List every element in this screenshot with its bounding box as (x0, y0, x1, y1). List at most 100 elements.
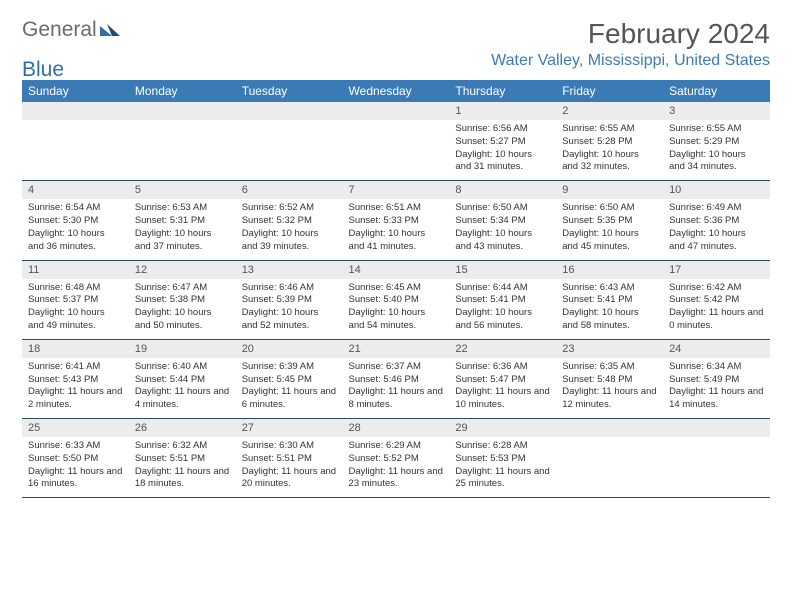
day-number: 21 (343, 340, 450, 358)
day-number: 19 (129, 340, 236, 358)
day-number: 29 (449, 419, 556, 437)
day-detail: Sunrise: 6:51 AMSunset: 5:33 PMDaylight:… (343, 199, 450, 259)
weekday-header: Friday (556, 80, 663, 102)
calendar-empty (22, 102, 129, 181)
day-detail: Sunrise: 6:40 AMSunset: 5:44 PMDaylight:… (129, 358, 236, 418)
day-number: 10 (663, 181, 770, 199)
day-number-empty (236, 102, 343, 120)
day-detail: Sunrise: 6:48 AMSunset: 5:37 PMDaylight:… (22, 279, 129, 339)
calendar-day: 18Sunrise: 6:41 AMSunset: 5:43 PMDayligh… (22, 339, 129, 418)
day-number: 4 (22, 181, 129, 199)
brand-part2: Blue (22, 58, 64, 82)
day-number: 2 (556, 102, 663, 120)
day-detail: Sunrise: 6:32 AMSunset: 5:51 PMDaylight:… (129, 437, 236, 497)
calendar-empty (556, 419, 663, 498)
calendar-empty (129, 102, 236, 181)
day-detail: Sunrise: 6:33 AMSunset: 5:50 PMDaylight:… (22, 437, 129, 497)
day-detail-empty (236, 120, 343, 167)
day-detail: Sunrise: 6:56 AMSunset: 5:27 PMDaylight:… (449, 120, 556, 180)
calendar-day: 12Sunrise: 6:47 AMSunset: 5:38 PMDayligh… (129, 260, 236, 339)
day-number: 25 (22, 419, 129, 437)
calendar-day: 15Sunrise: 6:44 AMSunset: 5:41 PMDayligh… (449, 260, 556, 339)
calendar-day: 5Sunrise: 6:53 AMSunset: 5:31 PMDaylight… (129, 181, 236, 260)
calendar-day: 16Sunrise: 6:43 AMSunset: 5:41 PMDayligh… (556, 260, 663, 339)
calendar-empty (663, 419, 770, 498)
calendar-day: 28Sunrise: 6:29 AMSunset: 5:52 PMDayligh… (343, 419, 450, 498)
day-detail: Sunrise: 6:30 AMSunset: 5:51 PMDaylight:… (236, 437, 343, 497)
day-detail-empty (663, 437, 770, 484)
day-number: 16 (556, 261, 663, 279)
calendar-day: 10Sunrise: 6:49 AMSunset: 5:36 PMDayligh… (663, 181, 770, 260)
day-number: 18 (22, 340, 129, 358)
day-detail: Sunrise: 6:46 AMSunset: 5:39 PMDaylight:… (236, 279, 343, 339)
calendar-day: 11Sunrise: 6:48 AMSunset: 5:37 PMDayligh… (22, 260, 129, 339)
day-detail-empty (22, 120, 129, 167)
calendar-day: 23Sunrise: 6:35 AMSunset: 5:48 PMDayligh… (556, 339, 663, 418)
day-number: 7 (343, 181, 450, 199)
day-detail: Sunrise: 6:34 AMSunset: 5:49 PMDaylight:… (663, 358, 770, 418)
day-number: 6 (236, 181, 343, 199)
day-detail: Sunrise: 6:43 AMSunset: 5:41 PMDaylight:… (556, 279, 663, 339)
location: Water Valley, Mississippi, United States (491, 52, 770, 70)
day-number: 17 (663, 261, 770, 279)
calendar-week: 1Sunrise: 6:56 AMSunset: 5:27 PMDaylight… (22, 102, 770, 181)
day-number: 28 (343, 419, 450, 437)
calendar-day: 8Sunrise: 6:50 AMSunset: 5:34 PMDaylight… (449, 181, 556, 260)
calendar-day: 13Sunrise: 6:46 AMSunset: 5:39 PMDayligh… (236, 260, 343, 339)
day-detail: Sunrise: 6:44 AMSunset: 5:41 PMDaylight:… (449, 279, 556, 339)
calendar-day: 20Sunrise: 6:39 AMSunset: 5:45 PMDayligh… (236, 339, 343, 418)
day-number: 14 (343, 261, 450, 279)
day-number: 9 (556, 181, 663, 199)
day-number: 12 (129, 261, 236, 279)
day-number-empty (22, 102, 129, 120)
day-number: 23 (556, 340, 663, 358)
calendar-day: 14Sunrise: 6:45 AMSunset: 5:40 PMDayligh… (343, 260, 450, 339)
day-detail: Sunrise: 6:55 AMSunset: 5:28 PMDaylight:… (556, 120, 663, 180)
day-number-empty (663, 419, 770, 437)
day-detail: Sunrise: 6:42 AMSunset: 5:42 PMDaylight:… (663, 279, 770, 339)
day-detail: Sunrise: 6:50 AMSunset: 5:34 PMDaylight:… (449, 199, 556, 259)
day-detail: Sunrise: 6:39 AMSunset: 5:45 PMDaylight:… (236, 358, 343, 418)
month-title: February 2024 (491, 18, 770, 50)
day-number: 20 (236, 340, 343, 358)
calendar-week: 4Sunrise: 6:54 AMSunset: 5:30 PMDaylight… (22, 181, 770, 260)
weekday-header: Sunday (22, 80, 129, 102)
day-detail: Sunrise: 6:28 AMSunset: 5:53 PMDaylight:… (449, 437, 556, 497)
day-detail: Sunrise: 6:49 AMSunset: 5:36 PMDaylight:… (663, 199, 770, 259)
calendar-day: 4Sunrise: 6:54 AMSunset: 5:30 PMDaylight… (22, 181, 129, 260)
day-number: 11 (22, 261, 129, 279)
day-number: 22 (449, 340, 556, 358)
day-detail: Sunrise: 6:47 AMSunset: 5:38 PMDaylight:… (129, 279, 236, 339)
calendar-week: 11Sunrise: 6:48 AMSunset: 5:37 PMDayligh… (22, 260, 770, 339)
day-number: 1 (449, 102, 556, 120)
day-detail: Sunrise: 6:41 AMSunset: 5:43 PMDaylight:… (22, 358, 129, 418)
day-number: 3 (663, 102, 770, 120)
calendar-empty (343, 102, 450, 181)
calendar-day: 3Sunrise: 6:55 AMSunset: 5:29 PMDaylight… (663, 102, 770, 181)
day-detail: Sunrise: 6:50 AMSunset: 5:35 PMDaylight:… (556, 199, 663, 259)
weekday-header: Saturday (663, 80, 770, 102)
day-detail: Sunrise: 6:52 AMSunset: 5:32 PMDaylight:… (236, 199, 343, 259)
calendar-day: 27Sunrise: 6:30 AMSunset: 5:51 PMDayligh… (236, 419, 343, 498)
day-detail: Sunrise: 6:29 AMSunset: 5:52 PMDaylight:… (343, 437, 450, 497)
calendar-week: 18Sunrise: 6:41 AMSunset: 5:43 PMDayligh… (22, 339, 770, 418)
day-detail: Sunrise: 6:55 AMSunset: 5:29 PMDaylight:… (663, 120, 770, 180)
calendar-day: 22Sunrise: 6:36 AMSunset: 5:47 PMDayligh… (449, 339, 556, 418)
calendar-day: 7Sunrise: 6:51 AMSunset: 5:33 PMDaylight… (343, 181, 450, 260)
calendar-day: 17Sunrise: 6:42 AMSunset: 5:42 PMDayligh… (663, 260, 770, 339)
calendar-day: 24Sunrise: 6:34 AMSunset: 5:49 PMDayligh… (663, 339, 770, 418)
weekday-header: Tuesday (236, 80, 343, 102)
day-number-empty (343, 102, 450, 120)
calendar-day: 6Sunrise: 6:52 AMSunset: 5:32 PMDaylight… (236, 181, 343, 260)
calendar-day: 29Sunrise: 6:28 AMSunset: 5:53 PMDayligh… (449, 419, 556, 498)
day-detail-empty (556, 437, 663, 484)
day-number-empty (129, 102, 236, 120)
calendar-day: 19Sunrise: 6:40 AMSunset: 5:44 PMDayligh… (129, 339, 236, 418)
day-detail-empty (129, 120, 236, 167)
calendar-day: 25Sunrise: 6:33 AMSunset: 5:50 PMDayligh… (22, 419, 129, 498)
calendar-day: 9Sunrise: 6:50 AMSunset: 5:35 PMDaylight… (556, 181, 663, 260)
day-number: 8 (449, 181, 556, 199)
brand-part1: General (22, 18, 97, 42)
calendar-week: 25Sunrise: 6:33 AMSunset: 5:50 PMDayligh… (22, 419, 770, 498)
day-detail: Sunrise: 6:53 AMSunset: 5:31 PMDaylight:… (129, 199, 236, 259)
